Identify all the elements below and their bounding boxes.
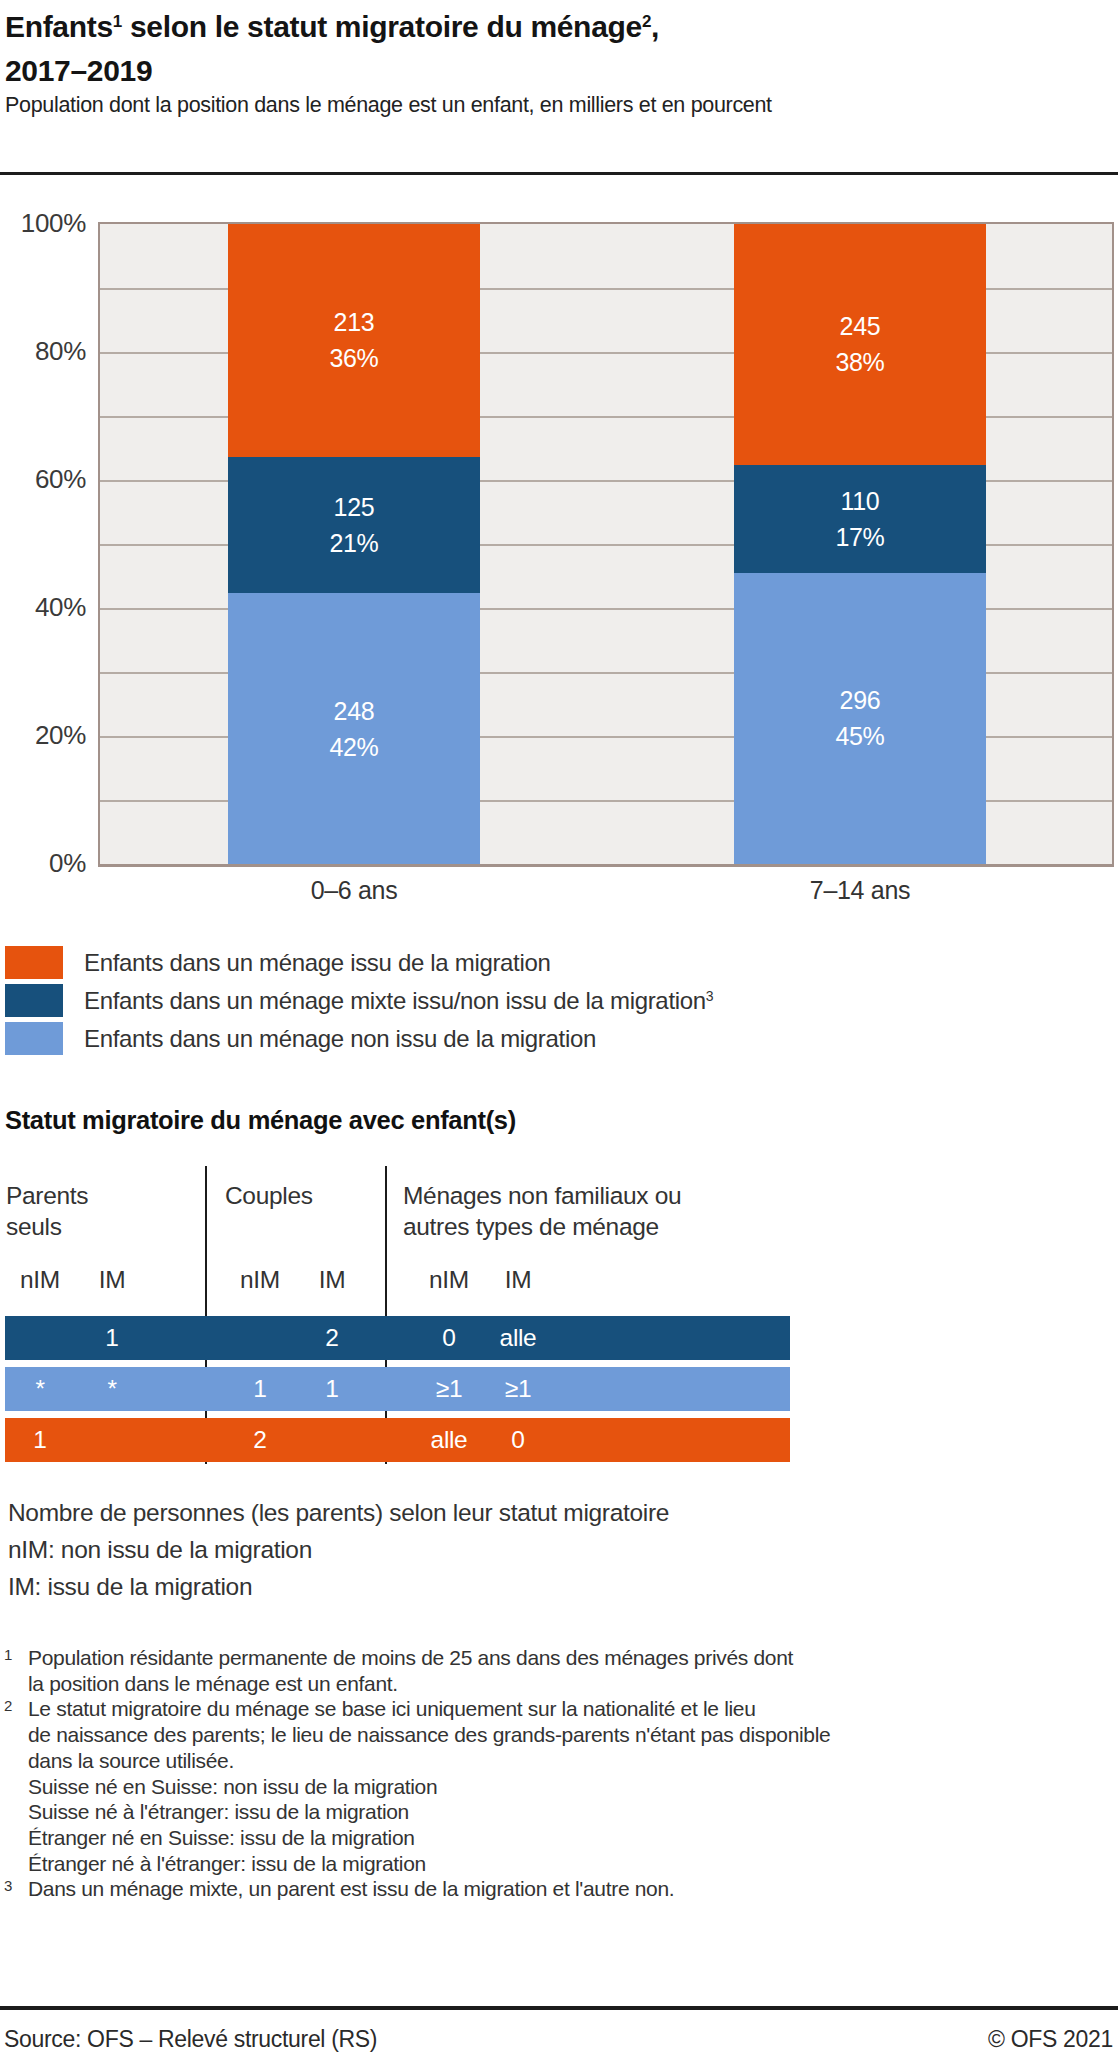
table-heading: Statut migratoire du ménage avec enfant(… bbox=[5, 1106, 516, 1135]
page: Enfants1 selon le statut migratoire du m… bbox=[0, 0, 1118, 2059]
bar-segment: 11017% bbox=[734, 465, 986, 573]
footnote-number: 1 bbox=[4, 1642, 12, 1668]
footer-divider bbox=[0, 2006, 1118, 2010]
footnote-ref-1: 1 bbox=[113, 12, 122, 31]
table-cell: 1 bbox=[253, 1375, 266, 1403]
legend-label: Enfants dans un ménage issu de la migrat… bbox=[84, 949, 551, 977]
footnote-1: 1 Population résidante permanente de moi… bbox=[28, 1645, 1110, 1696]
footnote-3: 3 Dans un ménage mixte, un parent est is… bbox=[28, 1876, 1110, 1902]
legend-label: Enfants dans un ménage non issu de la mi… bbox=[84, 1025, 596, 1053]
table-group-couples: Couples bbox=[225, 1180, 313, 1211]
footnote-number: 2 bbox=[4, 1693, 12, 1719]
copyright-text: © OFS 2021 bbox=[988, 2026, 1113, 2053]
column-header-im: IM bbox=[287, 1266, 377, 1294]
table-cell: ≥1 bbox=[505, 1375, 531, 1403]
table-cell: 1 bbox=[105, 1324, 118, 1352]
footnote-number: 3 bbox=[4, 1873, 12, 1899]
legend-item: Enfants dans un ménage non issu de la mi… bbox=[5, 1022, 713, 1055]
footnote-ref-3: 3 bbox=[706, 988, 713, 1004]
x-axis-label: 7–14 ans bbox=[734, 876, 986, 905]
column-header-im: IM bbox=[473, 1266, 563, 1294]
y-axis-tick: 100% bbox=[0, 207, 86, 239]
table-cell: 0 bbox=[511, 1426, 524, 1454]
x-axis-label: 0–6 ans bbox=[228, 876, 480, 905]
page-subtitle: Population dont la position dans le ména… bbox=[5, 93, 772, 118]
segment-value-label: 12521% bbox=[329, 489, 378, 561]
y-axis-tick: 40% bbox=[0, 591, 86, 623]
footnote-ref-2: 2 bbox=[642, 12, 651, 31]
bar-segment: 24538% bbox=[734, 224, 986, 465]
stacked-bar-0-6-ans: 21336% 12521% 24842% bbox=[228, 224, 480, 864]
table-notes: Nombre de personnes (les parents) selon … bbox=[8, 1494, 669, 1605]
title-years: 2017–2019 bbox=[5, 54, 152, 87]
bar-segment: 21336% bbox=[228, 224, 480, 457]
table-cell: ≥1 bbox=[436, 1375, 462, 1403]
footnote-2: 2 Le statut migratoire du ménage se base… bbox=[28, 1696, 1110, 1876]
stacked-bar-7-14-ans: 24538% 11017% 29645% bbox=[734, 224, 986, 864]
segment-value-label: 11017% bbox=[835, 483, 884, 555]
bar-segment: 24842% bbox=[228, 593, 480, 864]
legend-swatch-mixte bbox=[5, 984, 63, 1017]
page-title: Enfants1 selon le statut migratoire du m… bbox=[5, 7, 659, 90]
table-cell: * bbox=[107, 1375, 116, 1403]
y-axis-tick: 20% bbox=[0, 719, 86, 751]
table-row-light-blue: * * 1 1 ≥1 ≥1 bbox=[5, 1367, 790, 1411]
legend: Enfants dans un ménage issu de la migrat… bbox=[5, 946, 713, 1060]
table-cell: alle bbox=[500, 1324, 537, 1352]
y-axis-tick: 0% bbox=[0, 847, 86, 879]
legend-swatch-issu bbox=[5, 946, 63, 979]
legend-item: Enfants dans un ménage issu de la migrat… bbox=[5, 946, 713, 979]
source-text: Source: OFS – Relevé structurel (RS) bbox=[4, 2026, 377, 2053]
segment-value-label: 24538% bbox=[835, 308, 884, 380]
legend-item: Enfants dans un ménage mixte issu/non is… bbox=[5, 984, 713, 1017]
column-header-im: IM bbox=[67, 1266, 157, 1294]
footnotes: 1 Population résidante permanente de moi… bbox=[28, 1645, 1110, 1902]
table-group-parents-seuls: Parentsseuls bbox=[6, 1180, 88, 1242]
segment-value-label: 24842% bbox=[329, 693, 378, 765]
bar-segment: 12521% bbox=[228, 457, 480, 594]
table-cell: 0 bbox=[442, 1324, 455, 1352]
table-row-dark-blue: 1 2 0 alle bbox=[5, 1316, 790, 1360]
table-cell: 2 bbox=[325, 1324, 338, 1352]
legend-label: Enfants dans un ménage mixte issu/non is… bbox=[84, 987, 713, 1015]
table-cell: 1 bbox=[325, 1375, 338, 1403]
table-row-orange: 1 2 alle 0 bbox=[5, 1418, 790, 1462]
plot-area: 21336% 12521% 24842% 24538% 11017% 29645% bbox=[98, 222, 1114, 867]
y-axis-tick: 80% bbox=[0, 335, 86, 367]
table-cell: 1 bbox=[33, 1426, 46, 1454]
bar-segment: 29645% bbox=[734, 573, 986, 864]
segment-value-label: 21336% bbox=[329, 304, 378, 376]
segment-value-label: 29645% bbox=[835, 682, 884, 754]
table-cell: alle bbox=[431, 1426, 468, 1454]
header-divider bbox=[0, 172, 1118, 175]
table-cell: 2 bbox=[253, 1426, 266, 1454]
legend-swatch-non-issu bbox=[5, 1022, 63, 1055]
y-axis-tick: 60% bbox=[0, 463, 86, 495]
table-group-menages-non-familiaux: Ménages non familiaux ouautres types de … bbox=[403, 1180, 681, 1242]
table-cell: * bbox=[35, 1375, 44, 1403]
